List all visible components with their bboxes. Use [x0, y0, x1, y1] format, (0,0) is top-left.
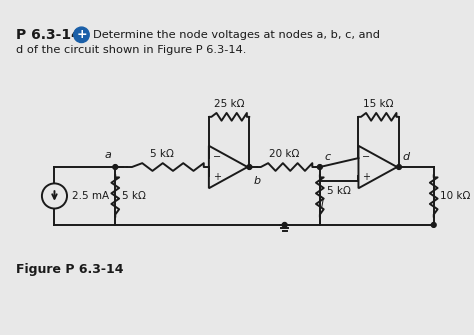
Circle shape: [318, 164, 322, 170]
Text: Determine the node voltages at nodes a, b, c, and: Determine the node voltages at nodes a, …: [93, 30, 380, 40]
Text: 25 kΩ: 25 kΩ: [214, 99, 245, 109]
Text: 20 kΩ: 20 kΩ: [269, 149, 300, 159]
Circle shape: [397, 164, 401, 170]
Text: I: I: [320, 199, 323, 209]
Text: d: d: [403, 152, 410, 162]
Text: a: a: [104, 150, 111, 160]
Circle shape: [282, 222, 287, 227]
Text: 5 kΩ: 5 kΩ: [122, 191, 146, 201]
Text: 2.5 mA: 2.5 mA: [72, 191, 109, 201]
Text: 5 kΩ: 5 kΩ: [150, 149, 174, 159]
Text: d of the circuit shown in Figure P 6.3-14.: d of the circuit shown in Figure P 6.3-1…: [16, 45, 246, 55]
Text: −: −: [362, 152, 371, 162]
Text: b: b: [253, 176, 260, 186]
Text: Figure P 6.3-14: Figure P 6.3-14: [16, 263, 123, 276]
Circle shape: [113, 164, 118, 170]
Text: +: +: [76, 28, 87, 41]
Text: c: c: [325, 152, 331, 162]
Text: P 6.3-14: P 6.3-14: [16, 28, 81, 42]
Circle shape: [74, 27, 89, 43]
Text: −: −: [213, 152, 221, 162]
Text: +: +: [362, 172, 370, 182]
Circle shape: [247, 164, 252, 170]
Text: 5 kΩ: 5 kΩ: [327, 186, 350, 196]
Text: 10 kΩ: 10 kΩ: [439, 191, 470, 201]
Circle shape: [431, 222, 436, 227]
Text: 15 kΩ: 15 kΩ: [364, 99, 394, 109]
Text: +: +: [213, 172, 221, 182]
